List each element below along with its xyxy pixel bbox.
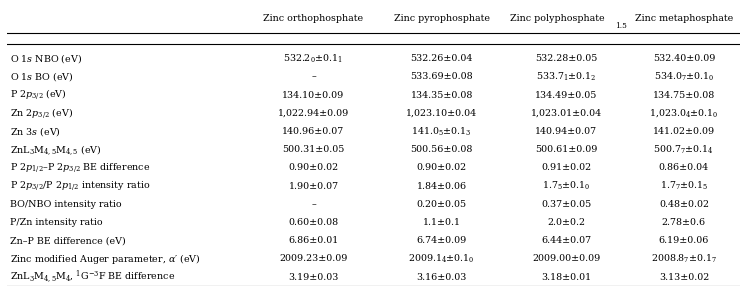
Text: 533.69±0.08: 533.69±0.08 xyxy=(410,73,473,81)
Text: 1.7$_7$±0.1$_5$: 1.7$_7$±0.1$_5$ xyxy=(660,180,708,192)
Text: 1.1±0.1: 1.1±0.1 xyxy=(423,218,461,227)
Text: 500.56±0.08: 500.56±0.08 xyxy=(410,145,473,154)
Text: 500.61±0.09: 500.61±0.09 xyxy=(535,145,597,154)
Text: 533.7$_1$±0.1$_2$: 533.7$_1$±0.1$_2$ xyxy=(536,71,596,83)
Text: Zinc pyrophosphate: Zinc pyrophosphate xyxy=(394,14,489,23)
Text: 6.74±0.09: 6.74±0.09 xyxy=(417,236,467,245)
Text: 1,023.10±0.04: 1,023.10±0.04 xyxy=(406,109,477,118)
Text: 1,022.94±0.09: 1,022.94±0.09 xyxy=(278,109,349,118)
Text: Zinc metaphosphate: Zinc metaphosphate xyxy=(635,14,733,23)
Text: 3.13±0.02: 3.13±0.02 xyxy=(659,273,709,281)
Text: 141.0$_5$±0.1$_3$: 141.0$_5$±0.1$_3$ xyxy=(412,125,472,138)
Text: Zn–P BE difference (eV): Zn–P BE difference (eV) xyxy=(10,236,126,245)
Text: 2.78±0.6: 2.78±0.6 xyxy=(662,218,706,227)
Text: –: – xyxy=(311,73,316,81)
Text: Zinc modified Auger parameter, $\alpha$′ (eV): Zinc modified Auger parameter, $\alpha$′… xyxy=(10,252,201,266)
Text: 0.48±0.02: 0.48±0.02 xyxy=(659,200,709,209)
Text: 500.7$_7$±0.1$_4$: 500.7$_7$±0.1$_4$ xyxy=(654,143,714,156)
Text: 0.86±0.04: 0.86±0.04 xyxy=(659,163,709,172)
Text: P 2$p_{1/2}$–P 2$p_{3/2}$ BE difference: P 2$p_{1/2}$–P 2$p_{3/2}$ BE difference xyxy=(10,161,151,175)
Text: 0.20±0.05: 0.20±0.05 xyxy=(417,200,467,209)
Text: 1.84±0.06: 1.84±0.06 xyxy=(417,181,467,190)
Text: P 2$p_{3/2}$/P 2$p_{1/2}$ intensity ratio: P 2$p_{3/2}$/P 2$p_{1/2}$ intensity rati… xyxy=(10,179,151,193)
Text: 134.35±0.08: 134.35±0.08 xyxy=(410,90,473,100)
Text: –: – xyxy=(311,200,316,209)
Text: ZnL$_3$M$_{4,5}$M$_4$, $^1$G$^{-3}$F BE difference: ZnL$_3$M$_{4,5}$M$_4$, $^1$G$^{-3}$F BE … xyxy=(10,269,176,285)
Text: O 1$s$ NBO (eV): O 1$s$ NBO (eV) xyxy=(10,52,82,65)
Text: 6.44±0.07: 6.44±0.07 xyxy=(541,236,591,245)
Text: 0.60±0.08: 0.60±0.08 xyxy=(288,218,338,227)
Text: 532.26±0.04: 532.26±0.04 xyxy=(410,54,473,63)
Text: P/Zn intensity ratio: P/Zn intensity ratio xyxy=(10,218,103,227)
Text: 134.10±0.09: 134.10±0.09 xyxy=(282,90,344,100)
Text: 534.0$_7$±0.1$_0$: 534.0$_7$±0.1$_0$ xyxy=(654,71,714,83)
Text: O 1$s$ BO (eV): O 1$s$ BO (eV) xyxy=(10,71,74,84)
Text: 0.91±0.02: 0.91±0.02 xyxy=(541,163,591,172)
Text: 6.86±0.01: 6.86±0.01 xyxy=(288,236,338,245)
Text: 532.28±0.05: 532.28±0.05 xyxy=(535,54,597,63)
Text: 3.18±0.01: 3.18±0.01 xyxy=(541,273,591,281)
Text: Zn 3$s$ (eV): Zn 3$s$ (eV) xyxy=(10,125,61,138)
Text: 2008.8$_7$±0.1$_7$: 2008.8$_7$±0.1$_7$ xyxy=(651,253,717,265)
Text: 0.90±0.02: 0.90±0.02 xyxy=(417,163,467,172)
Text: 1,023.0$_4$±0.1$_0$: 1,023.0$_4$±0.1$_0$ xyxy=(649,107,719,119)
Text: 134.49±0.05: 134.49±0.05 xyxy=(535,90,597,100)
Text: 134.75±0.08: 134.75±0.08 xyxy=(653,90,715,100)
Text: Zn 2$p_{3/2}$ (eV): Zn 2$p_{3/2}$ (eV) xyxy=(10,106,73,121)
Text: 140.94±0.07: 140.94±0.07 xyxy=(535,127,597,136)
Text: 6.19±0.06: 6.19±0.06 xyxy=(659,236,709,245)
Text: Zinc orthophosphate: Zinc orthophosphate xyxy=(264,14,364,23)
Text: 532.2$_0$±0.1$_1$: 532.2$_0$±0.1$_1$ xyxy=(284,53,344,65)
Text: 500.31±0.05: 500.31±0.05 xyxy=(282,145,344,154)
Text: 140.96±0.07: 140.96±0.07 xyxy=(282,127,344,136)
Text: 1.90±0.07: 1.90±0.07 xyxy=(288,181,338,190)
Text: ZnL$_3$M$_{4,5}$M$_{4,5}$ (eV): ZnL$_3$M$_{4,5}$M$_{4,5}$ (eV) xyxy=(10,143,102,157)
Text: 532.40±0.09: 532.40±0.09 xyxy=(653,54,715,63)
Text: Zinc polyphosphate: Zinc polyphosphate xyxy=(510,14,604,23)
Text: 3.16±0.03: 3.16±0.03 xyxy=(416,273,467,281)
Text: 1,023.01±0.04: 1,023.01±0.04 xyxy=(530,109,601,118)
Text: BO/NBO intensity ratio: BO/NBO intensity ratio xyxy=(10,200,122,209)
Text: 2009.23±0.09: 2009.23±0.09 xyxy=(279,254,347,263)
Text: 1.5: 1.5 xyxy=(615,22,627,30)
Text: 1.7$_5$±0.1$_0$: 1.7$_5$±0.1$_0$ xyxy=(542,180,590,192)
Text: 141.02±0.09: 141.02±0.09 xyxy=(653,127,715,136)
Text: 3.19±0.03: 3.19±0.03 xyxy=(288,273,338,281)
Text: 2009.00±0.09: 2009.00±0.09 xyxy=(532,254,600,263)
Text: P 2$p_{3/2}$ (eV): P 2$p_{3/2}$ (eV) xyxy=(10,88,67,103)
Text: 2009.1$_4$±0.1$_0$: 2009.1$_4$±0.1$_0$ xyxy=(409,253,475,265)
Text: 0.90±0.02: 0.90±0.02 xyxy=(288,163,338,172)
Text: 2.0±0.2: 2.0±0.2 xyxy=(547,218,585,227)
Text: 0.37±0.05: 0.37±0.05 xyxy=(541,200,591,209)
